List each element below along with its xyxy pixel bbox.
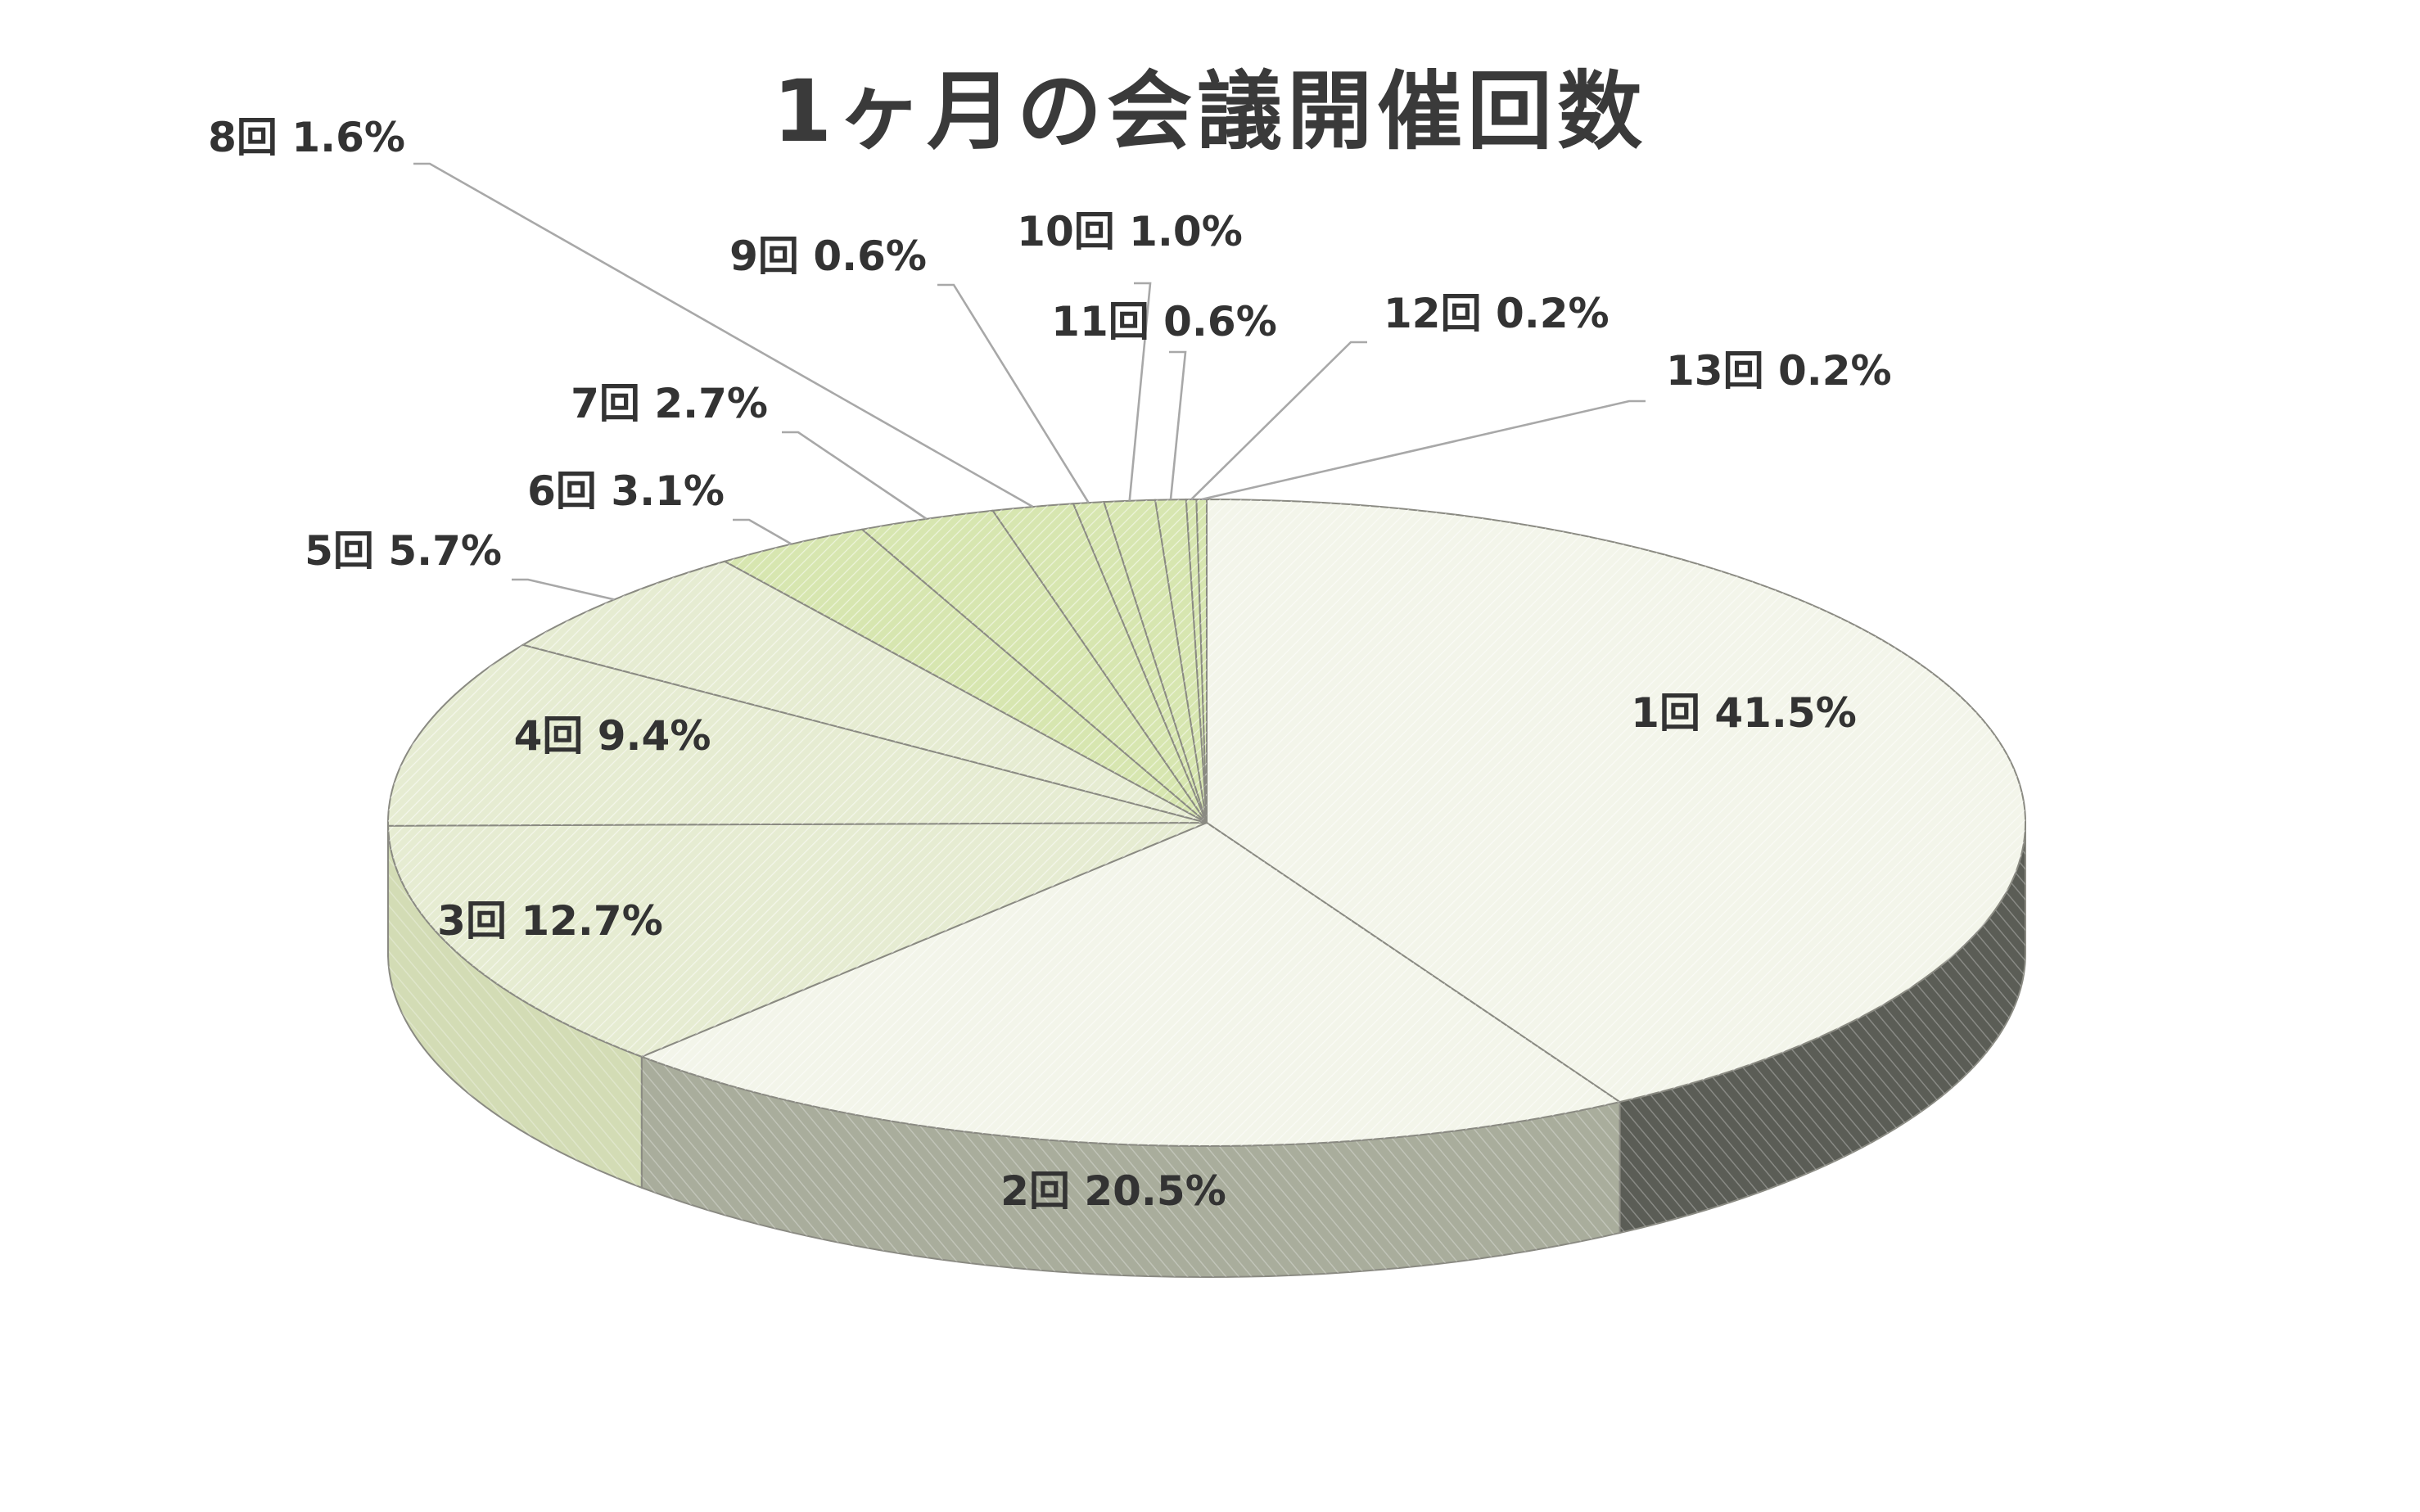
data-label-4: 4回 9.4% [514,712,711,760]
leader-line-9 [937,283,1090,503]
data-label-8: 8回 1.6% [208,114,405,161]
leader-line-12 [1190,341,1367,500]
data-label-7: 7回 2.7% [571,380,768,427]
chart-title: 1ヶ月の会議開催回数 [773,61,1647,161]
leader-line-5 [512,578,615,601]
pie-slice-hatch-10 [1104,499,1207,823]
data-label-5: 5回 5.7% [305,527,502,575]
pie-sides [387,822,2026,1278]
pie-slice-hatch-2 [641,823,1620,1146]
leader-line-8 [413,162,1034,508]
pie-side-hatch-3 [388,825,642,1188]
leader-line-13 [1201,399,1646,501]
data-label-11: 11回 0.6% [1051,298,1277,345]
data-label-6: 6回 3.1% [527,467,725,515]
pie-slice-hatch-12 [1185,499,1207,823]
data-label-13: 13回 0.2% [1666,347,1892,395]
data-label-12: 12回 0.2% [1384,290,1610,337]
data-label-1: 1回 41.5% [1631,689,1857,737]
pie-slices [387,498,2027,1147]
data-label-10: 10回 1.0% [1017,208,1243,255]
data-label-9: 9回 0.6% [729,232,927,280]
data-label-3: 3回 12.7% [437,897,663,945]
pie-slice-hatch-8 [992,503,1207,823]
leader-lines [413,162,1646,601]
leader-line-7 [782,431,928,520]
pie-slice-hatch-1 [1207,499,2026,1103]
pie-slice-hatch-7 [862,510,1207,823]
pie-side-hatch-1 [1619,823,2025,1234]
pie-slice-hatch-11 [1155,499,1207,823]
leader-line-11 [1169,350,1187,500]
pie-slice-hatch-3 [388,823,1208,1057]
pie-side-hatch-2 [641,1056,1620,1277]
data-labels: 1回 41.5% 2回 20.5% 3回 12.7% 4回 9.4% 5回 5.7% 6回… [208,114,1892,1215]
leader-line-10 [1128,282,1152,501]
pie-slice-hatch-5 [522,561,1207,823]
data-label-2: 2回 20.5% [1000,1167,1226,1215]
pie-slice-hatch-13 [1196,499,1207,823]
pie-slice-hatch-6 [725,529,1207,823]
leader-line-6 [733,518,792,545]
pie-slice-hatch-9 [1073,502,1207,823]
pie-slice-hatch-4 [388,644,1207,826]
